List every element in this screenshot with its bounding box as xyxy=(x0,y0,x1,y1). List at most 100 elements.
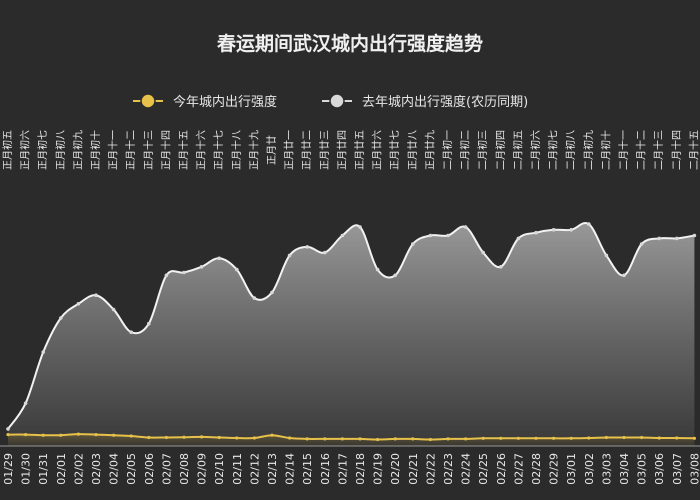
data-point-this-year-02-13[interactable] xyxy=(270,433,274,437)
data-point-this-year-02-05[interactable] xyxy=(129,434,133,438)
top-axis-label: 正月十七 xyxy=(212,130,225,170)
data-point-this-year-02-24[interactable] xyxy=(464,437,468,441)
data-point-this-year-02-15[interactable] xyxy=(305,437,309,441)
data-point-this-year-02-19[interactable] xyxy=(376,437,380,442)
top-axis-label: 正月廿 xyxy=(266,135,278,165)
top-axis-label: 二月初七 xyxy=(547,130,560,170)
data-point-last-year-02-26[interactable] xyxy=(499,265,503,269)
data-point-this-year-03-07[interactable] xyxy=(675,436,679,440)
data-point-this-year-02-28[interactable] xyxy=(534,436,538,440)
data-point-this-year-03-01[interactable] xyxy=(569,436,573,440)
top-axis-label: 正月初六 xyxy=(19,130,32,170)
data-point-this-year-02-25[interactable] xyxy=(481,436,485,440)
data-point-last-year-02-18[interactable] xyxy=(358,225,362,229)
legend-item-last-year[interactable]: 去年城内出行强度(农历同期) xyxy=(322,93,528,110)
data-point-this-year-02-21[interactable] xyxy=(411,437,415,441)
data-point-last-year-02-19[interactable] xyxy=(375,267,380,272)
data-point-last-year-02-08[interactable] xyxy=(182,270,186,275)
data-point-this-year-02-09[interactable] xyxy=(200,435,204,439)
data-point-this-year-01-29[interactable] xyxy=(6,433,10,437)
data-point-this-year-02-10[interactable] xyxy=(217,435,221,440)
top-axis-label: 正月十九 xyxy=(247,130,260,170)
data-point-this-year-01-30[interactable] xyxy=(24,433,28,437)
data-point-last-year-02-13[interactable] xyxy=(270,290,274,295)
data-point-last-year-03-05[interactable] xyxy=(639,242,644,246)
data-point-last-year-03-06[interactable] xyxy=(657,236,661,241)
data-point-this-year-02-14[interactable] xyxy=(288,436,292,440)
data-point-last-year-02-05[interactable] xyxy=(129,330,133,335)
data-point-this-year-02-07[interactable] xyxy=(164,435,168,440)
data-point-this-year-02-08[interactable] xyxy=(182,435,186,439)
data-point-last-year-02-14[interactable] xyxy=(287,253,292,258)
data-point-last-year-02-27[interactable] xyxy=(516,236,521,241)
data-point-this-year-03-08[interactable] xyxy=(692,436,697,440)
data-point-this-year-02-03[interactable] xyxy=(94,433,98,437)
data-point-this-year-02-06[interactable] xyxy=(147,435,151,440)
data-point-last-year-03-02[interactable] xyxy=(587,222,591,226)
data-point-last-year-02-21[interactable] xyxy=(411,242,415,246)
x-axis-tick-label: 03/01 xyxy=(565,453,578,485)
x-axis-tick-label: 02/08 xyxy=(178,453,191,485)
data-point-last-year-01-29[interactable] xyxy=(6,427,10,431)
data-point-last-year-02-02[interactable] xyxy=(76,302,81,306)
data-point-this-year-02-26[interactable] xyxy=(499,436,503,440)
top-axis-label: 正月初七 xyxy=(36,130,49,170)
x-axis-tick-label: 02/15 xyxy=(301,453,314,485)
data-point-this-year-02-16[interactable] xyxy=(323,437,327,441)
top-axis-label: 正月廿八 xyxy=(407,130,419,170)
data-point-this-year-02-27[interactable] xyxy=(516,436,521,440)
data-point-this-year-01-31[interactable] xyxy=(41,433,45,437)
data-point-this-year-02-04[interactable] xyxy=(112,433,116,437)
data-point-last-year-02-10[interactable] xyxy=(217,256,221,261)
data-point-last-year-02-24[interactable] xyxy=(463,225,468,229)
data-point-this-year-02-29[interactable] xyxy=(552,436,556,440)
data-point-last-year-03-08[interactable] xyxy=(692,233,697,238)
data-point-last-year-02-22[interactable] xyxy=(428,233,433,238)
data-point-last-year-02-25[interactable] xyxy=(481,250,486,255)
data-point-this-year-03-06[interactable] xyxy=(657,436,661,440)
data-point-last-year-01-31[interactable] xyxy=(41,350,45,354)
x-axis-tick-label: 03/02 xyxy=(583,453,596,485)
top-axis-label: 二月初十 xyxy=(599,130,612,170)
data-point-this-year-02-17[interactable] xyxy=(340,437,344,441)
data-point-last-year-02-17[interactable] xyxy=(340,233,345,238)
data-point-this-year-02-12[interactable] xyxy=(252,436,256,440)
data-point-last-year-02-01[interactable] xyxy=(59,316,63,320)
data-point-this-year-02-23[interactable] xyxy=(446,437,450,441)
data-point-last-year-01-30[interactable] xyxy=(23,401,28,406)
data-point-last-year-02-29[interactable] xyxy=(551,228,556,232)
data-point-this-year-02-11[interactable] xyxy=(235,436,239,440)
data-point-last-year-02-16[interactable] xyxy=(323,250,327,255)
data-point-last-year-02-09[interactable] xyxy=(199,265,204,269)
data-point-last-year-02-06[interactable] xyxy=(147,321,151,326)
data-point-last-year-03-01[interactable] xyxy=(569,228,573,232)
data-point-last-year-02-23[interactable] xyxy=(446,233,450,238)
data-point-last-year-03-03[interactable] xyxy=(604,253,609,258)
data-point-last-year-02-11[interactable] xyxy=(235,267,239,272)
data-point-this-year-02-01[interactable] xyxy=(59,433,63,437)
data-point-last-year-02-28[interactable] xyxy=(534,230,538,235)
data-point-last-year-03-07[interactable] xyxy=(675,236,679,241)
data-point-last-year-02-04[interactable] xyxy=(111,307,116,312)
top-axis-label: 正月廿二 xyxy=(301,130,313,170)
data-point-last-year-02-07[interactable] xyxy=(164,273,169,278)
data-point-this-year-02-20[interactable] xyxy=(393,437,397,441)
x-axis-tick-label: 02/21 xyxy=(407,453,420,485)
data-point-this-year-02-02[interactable] xyxy=(76,432,80,436)
x-axis-tick-label: 02/29 xyxy=(548,453,561,485)
top-axis-label: 正月初九 xyxy=(71,130,84,170)
x-axis-tick-label: 03/06 xyxy=(653,453,666,485)
data-point-last-year-02-03[interactable] xyxy=(94,293,98,298)
data-point-this-year-03-02[interactable] xyxy=(587,436,591,440)
data-point-last-year-03-04[interactable] xyxy=(622,273,626,278)
data-point-this-year-02-22[interactable] xyxy=(428,437,432,442)
data-point-last-year-02-15[interactable] xyxy=(305,245,310,249)
legend-item-this-year[interactable]: 今年城内出行强度 xyxy=(133,93,277,110)
data-point-last-year-02-12[interactable] xyxy=(252,296,257,300)
data-point-this-year-03-03[interactable] xyxy=(604,435,609,440)
data-point-this-year-03-04[interactable] xyxy=(622,435,626,440)
data-point-this-year-02-18[interactable] xyxy=(358,437,362,441)
data-point-this-year-03-05[interactable] xyxy=(640,435,644,440)
top-axis-label: 二月十二 xyxy=(635,130,648,170)
data-point-last-year-02-20[interactable] xyxy=(393,273,398,278)
